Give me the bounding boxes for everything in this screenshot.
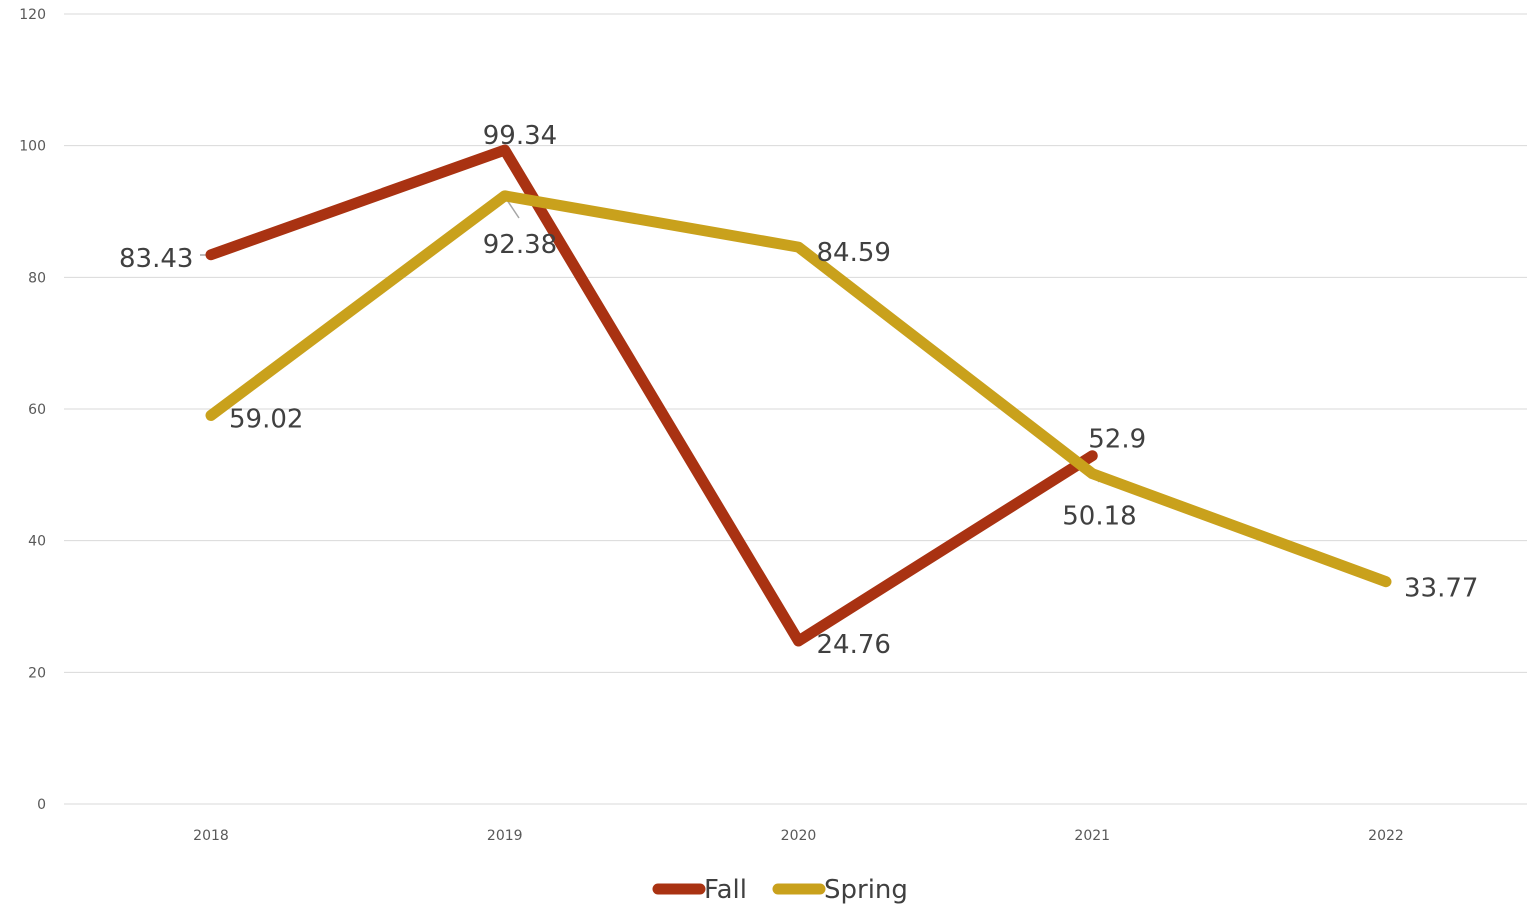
y-tick-label: 80 [28, 270, 46, 286]
y-tick-label: 60 [28, 402, 46, 418]
data-label-fall: 52.9 [1088, 425, 1146, 455]
gridlines [64, 13, 1527, 805]
x-tick-label: 2022 [1368, 828, 1404, 844]
y-tick-label: 120 [19, 7, 46, 23]
x-tick-label: 2020 [781, 828, 817, 844]
y-tick-label: 0 [37, 797, 46, 813]
leader-line [506, 199, 520, 219]
data-label-spring: 84.59 [817, 238, 891, 268]
data-label-spring: 59.02 [229, 404, 303, 434]
data-label-fall: 83.43 [119, 244, 193, 274]
data-label-fall: 99.34 [483, 121, 557, 151]
x-tick-label: 2019 [487, 828, 523, 844]
series-line-spring [205, 190, 1392, 588]
legend: Fall Spring [652, 875, 908, 905]
data-label-fall: 24.76 [817, 630, 891, 660]
x-tick-label: 2021 [1074, 828, 1110, 844]
y-tick-label: 100 [19, 139, 46, 155]
legend-label-fall: Fall [704, 875, 747, 905]
label-leader-lines [200, 199, 1100, 483]
y-axis-ticks: 0 20 40 60 80 100 120 [19, 7, 46, 813]
y-tick-label: 40 [28, 534, 46, 550]
x-axis-ticks: 2018 2019 2020 2021 2022 [193, 828, 1404, 844]
data-labels: 83.43 99.34 24.76 52.9 59.02 92.38 84.59 50.18 3… [119, 121, 1478, 660]
data-label-spring: 92.38 [483, 230, 557, 260]
y-tick-label: 20 [28, 665, 46, 681]
series-lines [205, 144, 1392, 647]
series-line-fall [205, 144, 1098, 647]
x-tick-label: 2018 [193, 828, 229, 844]
data-label-spring: 50.18 [1062, 502, 1136, 532]
data-label-spring: 33.77 [1404, 574, 1478, 604]
legend-label-spring: Spring [824, 875, 908, 905]
